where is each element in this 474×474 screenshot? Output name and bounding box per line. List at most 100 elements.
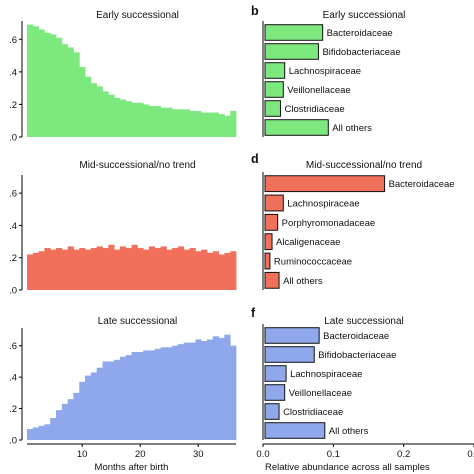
y-tick-label-a-1: .2 xyxy=(9,100,17,111)
hist-bar-c-28 xyxy=(183,249,190,290)
hist-bar-a-22 xyxy=(148,106,156,137)
hist-bar-e-9 xyxy=(73,392,80,440)
hist-bar-a-29 xyxy=(189,110,196,137)
hist-bar-a-15 xyxy=(108,94,115,137)
category-label-f-1: Bifidobacteriaceae xyxy=(318,350,396,361)
hist-bar-c-23 xyxy=(154,248,161,290)
hist-bar-c-9 xyxy=(73,249,80,290)
y-tick-label-a-3: .6 xyxy=(9,35,17,46)
hist-bar-a-30 xyxy=(195,110,202,137)
hist-bar-a-21 xyxy=(143,104,150,137)
hbar-f-2 xyxy=(264,365,287,382)
hist-bar-e-25 xyxy=(166,347,173,440)
hist-bar-e-1 xyxy=(27,429,34,440)
hist-bar-a-36 xyxy=(230,110,237,137)
hist-bar-e-14 xyxy=(102,361,109,440)
category-label-b-5: All others xyxy=(332,123,372,134)
hist-bar-c-15 xyxy=(108,244,115,290)
hist-bar-a-16 xyxy=(114,97,121,137)
hist-bar-e-19 xyxy=(131,352,138,440)
x-tick-label-e-1: 20 xyxy=(135,449,146,460)
hist-bar-a-17 xyxy=(119,99,127,137)
hist-bar-c-8 xyxy=(67,246,74,290)
category-label-d-4: Ruminococcaceae xyxy=(274,257,352,268)
x-tick-label-f-0: 0.0 xyxy=(256,449,269,460)
hbar-b-0 xyxy=(264,24,324,41)
category-label-b-0: Bacteroidaceae xyxy=(327,28,393,39)
x-axis-title-e: Months after birth xyxy=(95,462,169,473)
hist-bar-c-30 xyxy=(195,251,202,290)
hbar-d-3 xyxy=(264,233,273,251)
panel-title-e: Late successional xyxy=(98,316,178,327)
hist-bar-a-11 xyxy=(85,76,92,137)
category-label-d-0: Bacteroidaceae xyxy=(389,179,455,190)
hist-bar-e-3 xyxy=(38,425,45,440)
hist-bar-c-21 xyxy=(143,249,150,290)
hist-bar-a-20 xyxy=(137,102,144,137)
hbar-f-1 xyxy=(264,346,315,363)
hist-bar-c-19 xyxy=(131,244,138,290)
hist-bar-a-26 xyxy=(172,109,179,137)
x-tick-label-e-2: 30 xyxy=(193,449,204,460)
hist-bar-e-27 xyxy=(177,344,185,440)
x-axis-title-f: Relative abundance across all samples xyxy=(265,462,430,473)
hist-bar-c-29 xyxy=(189,248,196,290)
hist-bar-c-32 xyxy=(206,252,214,290)
hist-bar-e-15 xyxy=(108,361,115,440)
hist-bar-a-13 xyxy=(96,86,103,137)
hist-bar-a-18 xyxy=(125,101,132,137)
y-tick-label-a-2: .4 xyxy=(9,67,17,78)
hist-bar-c-22 xyxy=(148,246,156,290)
hist-bar-c-2 xyxy=(32,252,40,290)
hist-bar-a-24 xyxy=(160,107,167,137)
hist-bar-a-4 xyxy=(44,32,51,137)
y-tick-label-c-2: .4 xyxy=(9,221,17,232)
hist-bar-e-7 xyxy=(61,403,69,440)
hist-bar-e-2 xyxy=(32,427,40,440)
panel-label-b: b xyxy=(251,4,259,18)
hist-bar-a-31 xyxy=(201,112,208,137)
hist-bar-e-36 xyxy=(230,345,237,440)
hist-bar-c-7 xyxy=(61,249,69,290)
x-tick-label-f-2: 0.2 xyxy=(397,449,410,460)
hist-bar-e-33 xyxy=(212,336,219,440)
hist-bar-a-9 xyxy=(73,52,80,138)
category-label-f-5: All others xyxy=(329,426,369,437)
category-label-f-2: Lachnospiraceae xyxy=(290,369,362,380)
hist-bar-c-14 xyxy=(102,248,109,290)
hist-bar-c-5 xyxy=(50,249,57,290)
category-label-d-2: Porphyromonadaceae xyxy=(282,218,375,229)
hist-bar-e-12 xyxy=(90,372,98,440)
panel-title-a: Early successional xyxy=(96,10,179,21)
hist-bar-a-8 xyxy=(67,47,74,137)
hist-bar-c-12 xyxy=(90,248,98,290)
hist-bar-c-16 xyxy=(114,249,121,290)
x-tick-label-f-3: 0.3 xyxy=(467,449,474,460)
hist-bar-e-4 xyxy=(44,424,51,440)
category-label-b-2: Lachnospiraceae xyxy=(289,66,361,77)
hist-bar-a-25 xyxy=(166,107,173,137)
hist-bar-a-10 xyxy=(79,66,86,137)
hist-bar-c-17 xyxy=(119,246,127,290)
hist-bar-e-16 xyxy=(114,359,121,440)
category-label-f-4: Clostridiaceae xyxy=(283,407,343,418)
hist-bar-c-35 xyxy=(224,252,231,290)
category-label-d-5: All others xyxy=(283,276,323,287)
hbar-f-4 xyxy=(264,403,280,420)
x-tick-label-e-0: 10 xyxy=(77,449,88,460)
hist-bar-a-28 xyxy=(183,109,190,137)
hbar-b-3 xyxy=(264,81,284,98)
hist-bar-e-29 xyxy=(189,342,196,440)
category-label-d-1: Lachnospiraceae xyxy=(287,199,359,210)
hist-bar-e-8 xyxy=(67,399,74,440)
hist-bar-c-26 xyxy=(172,248,179,290)
hist-bar-e-13 xyxy=(96,367,103,440)
y-tick-label-e-2: .4 xyxy=(9,373,17,384)
category-label-b-4: Clostridiaceae xyxy=(284,104,344,115)
hist-bar-e-21 xyxy=(143,350,150,440)
hist-bar-c-1 xyxy=(27,254,34,290)
hist-bar-e-28 xyxy=(183,342,190,440)
hist-bar-c-11 xyxy=(85,249,92,290)
hist-bar-c-6 xyxy=(56,248,63,290)
hist-bar-a-35 xyxy=(224,115,231,137)
